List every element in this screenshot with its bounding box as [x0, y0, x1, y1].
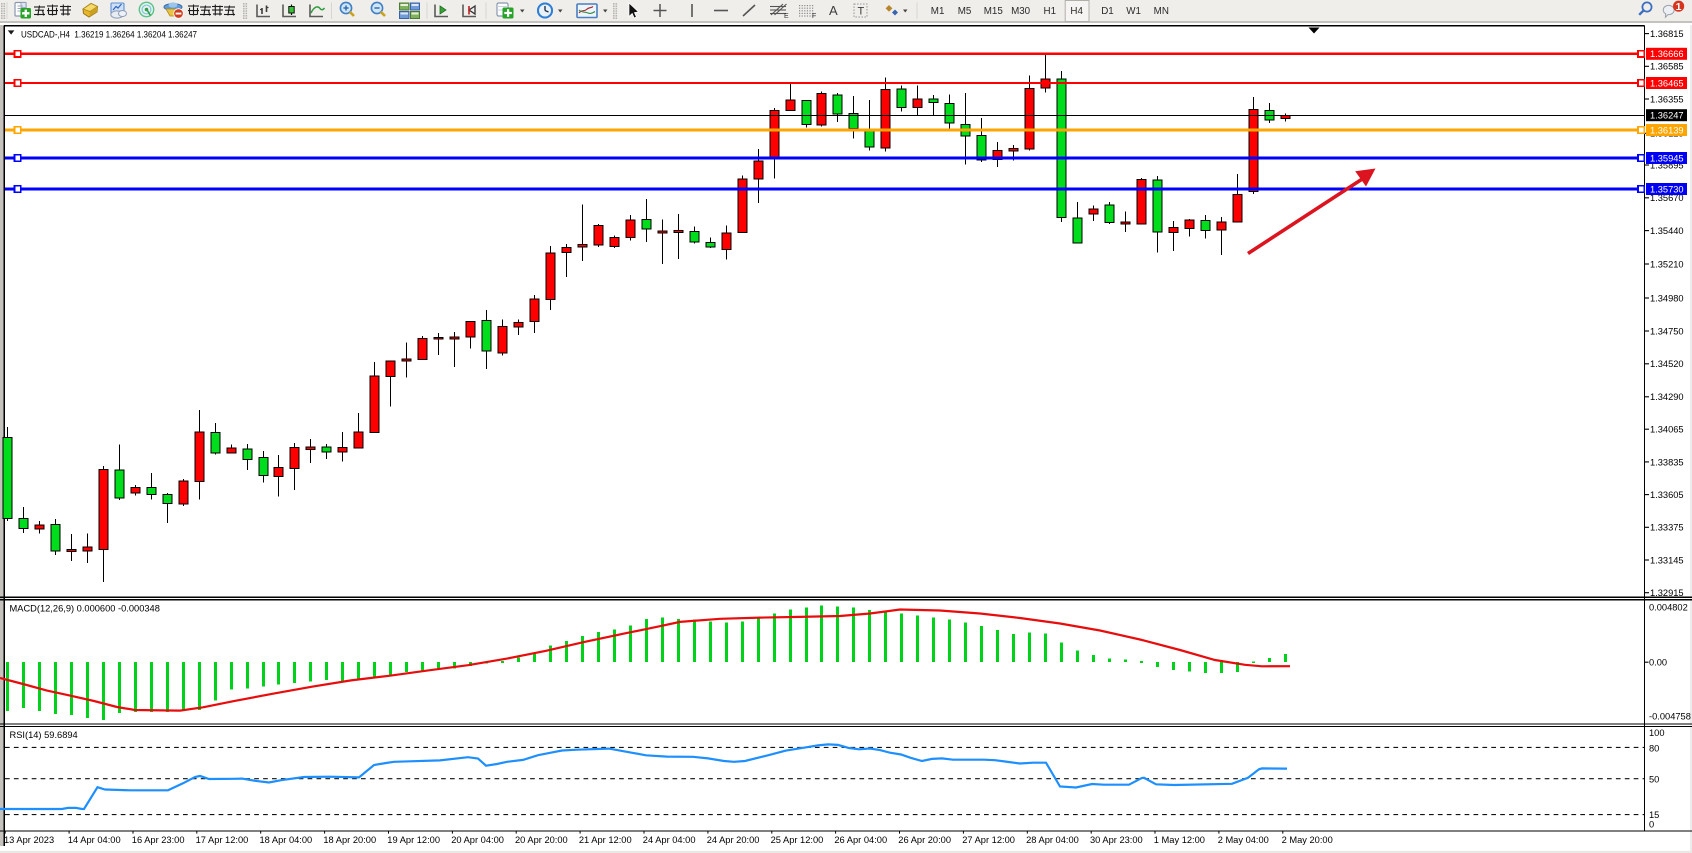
svg-text:1: 1 [1676, 1, 1682, 13]
svg-text:1.36585: 1.36585 [1650, 62, 1684, 72]
svg-text:M5: M5 [958, 6, 972, 17]
svg-text:1.36355: 1.36355 [1650, 94, 1684, 104]
svg-text:100: 100 [1649, 728, 1665, 738]
svg-text:28 Apr 04:00: 28 Apr 04:00 [1026, 835, 1079, 845]
svg-text:0.004802: 0.004802 [1649, 602, 1688, 612]
svg-text:1.33835: 1.33835 [1650, 457, 1684, 467]
svg-text:A: A [829, 3, 838, 18]
svg-text:80: 80 [1649, 744, 1659, 754]
svg-text:1.33145: 1.33145 [1650, 555, 1684, 565]
svg-text:1.35730: 1.35730 [1650, 184, 1684, 194]
svg-text:M1: M1 [931, 6, 945, 17]
svg-text:F: F [812, 13, 816, 20]
svg-text:1.35210: 1.35210 [1650, 259, 1684, 269]
svg-text:2 May 20:00: 2 May 20:00 [1282, 835, 1333, 845]
svg-text:1.33375: 1.33375 [1650, 523, 1684, 533]
svg-text:1.36139: 1.36139 [1650, 125, 1684, 135]
svg-text:USDCAD-,H4 1.36219 1.36264 1.: USDCAD-,H4 1.36219 1.36264 1.36204 1.362… [21, 30, 197, 40]
svg-text:50: 50 [1649, 775, 1659, 785]
svg-text:20 Apr 20:00: 20 Apr 20:00 [515, 835, 568, 845]
svg-text:M15: M15 [984, 6, 1004, 17]
svg-text:1.36815: 1.36815 [1650, 29, 1684, 39]
svg-text:H1: H1 [1044, 6, 1057, 17]
svg-text:13 Apr 2023: 13 Apr 2023 [4, 835, 54, 845]
svg-text:24 Apr 20:00: 24 Apr 20:00 [707, 835, 760, 845]
svg-text:18 Apr 20:00: 18 Apr 20:00 [323, 835, 376, 845]
svg-text:0.00: 0.00 [1649, 658, 1667, 668]
svg-text:MN: MN [1154, 6, 1169, 17]
svg-text:19 Apr 12:00: 19 Apr 12:00 [387, 835, 440, 845]
svg-text:16 Apr 23:00: 16 Apr 23:00 [132, 835, 185, 845]
svg-text:1.33605: 1.33605 [1650, 490, 1684, 500]
svg-text:15: 15 [1649, 810, 1659, 820]
svg-text:1.34980: 1.34980 [1650, 293, 1684, 303]
svg-text:1.32915: 1.32915 [1650, 588, 1684, 598]
svg-text:14 Apr 04:00: 14 Apr 04:00 [68, 835, 121, 845]
svg-text:1.34520: 1.34520 [1650, 359, 1684, 369]
svg-text:26 Apr 04:00: 26 Apr 04:00 [834, 835, 887, 845]
svg-text:1.36666: 1.36666 [1650, 49, 1684, 59]
svg-text:1.35945: 1.35945 [1650, 153, 1684, 163]
svg-text:17 Apr 12:00: 17 Apr 12:00 [196, 835, 249, 845]
svg-text:RSI(14) 59.6894: RSI(14) 59.6894 [10, 730, 78, 740]
svg-text:0: 0 [1649, 820, 1654, 830]
svg-text:20 Apr 04:00: 20 Apr 04:00 [451, 835, 504, 845]
svg-text:26 Apr 20:00: 26 Apr 20:00 [898, 835, 951, 845]
svg-text:18 Apr 04:00: 18 Apr 04:00 [260, 835, 313, 845]
svg-text:E: E [784, 13, 789, 20]
svg-text:1.35440: 1.35440 [1650, 226, 1684, 236]
svg-text:1.34065: 1.34065 [1650, 425, 1684, 435]
svg-text:1.35895: 1.35895 [1650, 160, 1684, 170]
svg-text:M30: M30 [1011, 6, 1031, 17]
svg-text:1.34290: 1.34290 [1650, 392, 1684, 402]
svg-text:2 May 04:00: 2 May 04:00 [1218, 835, 1269, 845]
svg-text:MACD(12,26,9) 0.000600 -0.0003: MACD(12,26,9) 0.000600 -0.000348 [10, 603, 160, 613]
svg-text:30 Apr 23:00: 30 Apr 23:00 [1090, 835, 1143, 845]
svg-text:1.34750: 1.34750 [1650, 326, 1684, 336]
svg-text:H4: H4 [1070, 6, 1083, 17]
svg-text:24 Apr 04:00: 24 Apr 04:00 [643, 835, 696, 845]
svg-text:25 Apr 12:00: 25 Apr 12:00 [771, 835, 824, 845]
svg-text:1.36247: 1.36247 [1650, 111, 1684, 121]
svg-text:21 Apr 12:00: 21 Apr 12:00 [579, 835, 632, 845]
svg-text:-0.004758: -0.004758 [1649, 712, 1691, 722]
svg-text:W1: W1 [1126, 6, 1141, 17]
svg-text:1.36465: 1.36465 [1650, 78, 1684, 88]
svg-text:1 May 12:00: 1 May 12:00 [1154, 835, 1205, 845]
svg-text:1.35670: 1.35670 [1650, 193, 1684, 203]
svg-text:T: T [858, 6, 865, 18]
svg-text:D1: D1 [1101, 6, 1114, 17]
svg-text:27 Apr 12:00: 27 Apr 12:00 [962, 835, 1015, 845]
